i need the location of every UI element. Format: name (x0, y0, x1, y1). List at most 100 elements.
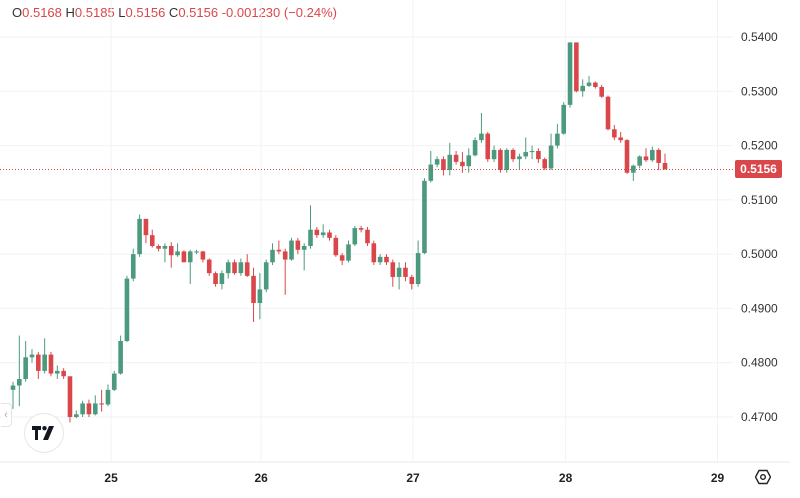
candle (396, 262, 402, 290)
candle (17, 335, 22, 407)
candle-body (574, 42, 579, 92)
candle (643, 148, 649, 162)
candle-body (301, 246, 307, 250)
scroll-left-button[interactable]: ‹ (1, 403, 12, 427)
candle-body (352, 228, 358, 245)
candle-body (175, 251, 180, 256)
candle (618, 132, 623, 143)
candle (409, 274, 415, 290)
candle-body (637, 156, 642, 166)
candle (175, 243, 180, 257)
open-value: 0.5168 (22, 5, 62, 20)
tradingview-logo[interactable] (24, 413, 64, 453)
candle (232, 259, 237, 275)
candle (270, 243, 275, 266)
candle-body (67, 376, 73, 418)
candle-body (346, 244, 351, 261)
candle-body (320, 232, 326, 236)
time-axis[interactable]: 25 26 27 28 29 (104, 471, 724, 485)
candle (662, 153, 668, 170)
close-value: 0.5156 (178, 5, 219, 20)
candle (555, 123, 560, 149)
candle-body (447, 154, 453, 171)
candle-body (428, 164, 434, 181)
candle-body (143, 218, 149, 236)
candle (650, 146, 655, 162)
candle (118, 335, 123, 375)
candle (29, 349, 35, 363)
ohlc-legend: O0.5168 H0.5185 L0.5156 C0.5156 -0.00123… (12, 5, 337, 20)
candle-body (371, 243, 377, 263)
candle-body (422, 180, 427, 254)
candle (453, 151, 459, 165)
candle-body (548, 145, 554, 169)
candle (80, 400, 85, 418)
candle-body (17, 379, 22, 386)
candle (599, 84, 604, 98)
candle (434, 156, 440, 168)
candle (567, 42, 573, 108)
candle (637, 155, 642, 169)
candle-body (498, 149, 503, 171)
candle-body (472, 140, 478, 156)
candle (187, 249, 193, 285)
candle-body (118, 341, 123, 374)
candle-body (339, 255, 345, 261)
candle (137, 214, 142, 257)
candle (244, 254, 250, 277)
candle (149, 229, 155, 248)
candle (206, 258, 212, 276)
chevron-left-icon: ‹ (4, 409, 8, 421)
candle-body (48, 354, 54, 374)
y-tick-label: 0.5400 (741, 30, 778, 44)
candle (23, 341, 28, 382)
candle-body (612, 129, 617, 138)
grid-lines (0, 0, 733, 462)
settings-gear-icon[interactable] (754, 469, 772, 485)
candle-body (181, 251, 187, 263)
candle (365, 227, 370, 247)
candle-body (156, 246, 161, 249)
candle (529, 145, 535, 160)
candle (612, 124, 617, 141)
candle (384, 254, 389, 266)
candle-body (517, 156, 522, 160)
candle-body (453, 154, 459, 162)
candle (441, 156, 446, 176)
candle-body (137, 218, 142, 255)
last-price-tag: 0.5156 (735, 160, 782, 179)
candle (301, 243, 307, 271)
candle (86, 399, 92, 418)
candle-body (61, 370, 66, 377)
high-label: H (65, 5, 75, 20)
candle-body (162, 246, 168, 249)
candle-body (263, 262, 269, 290)
candle-body (396, 267, 402, 277)
candle (498, 148, 503, 173)
candle-body (485, 133, 491, 160)
candle (333, 235, 339, 257)
candle (415, 240, 421, 287)
candle (219, 270, 225, 290)
x-tick-label: 29 (711, 471, 725, 485)
candle (586, 76, 592, 87)
candle (346, 240, 351, 263)
candle (466, 148, 472, 173)
candle (130, 248, 136, 282)
candle-body (225, 262, 231, 274)
candle (225, 259, 231, 279)
candle (605, 95, 611, 131)
candle-body (656, 149, 661, 163)
candle-body (314, 229, 320, 236)
price-axis[interactable]: 0.5400 0.5300 0.5200 0.5100 0.5000 0.4900 0.48… (741, 30, 778, 424)
candle-body (206, 259, 212, 274)
y-tick-label: 0.5100 (741, 193, 778, 207)
candle-body (441, 159, 446, 171)
candle (447, 142, 453, 176)
candle-body (219, 273, 225, 285)
y-tick-label: 0.5200 (741, 139, 778, 153)
candle (238, 258, 244, 276)
candle (200, 250, 206, 263)
candle-body (42, 354, 47, 371)
